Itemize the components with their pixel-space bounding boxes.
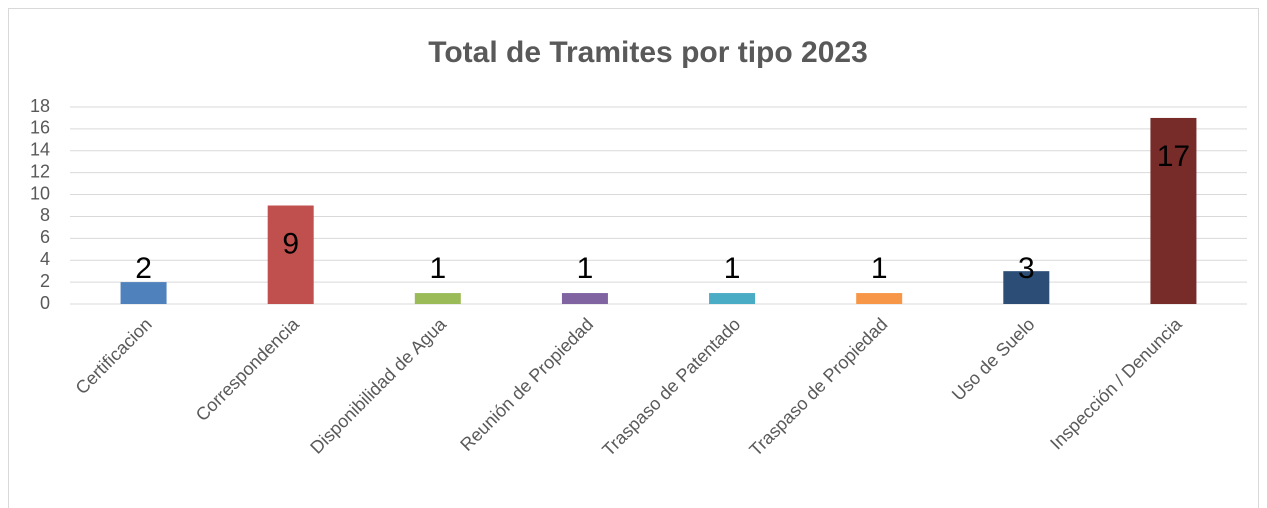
data-label: 1 — [724, 252, 741, 285]
y-tick-label: 4 — [40, 249, 50, 269]
y-tick-label: 6 — [40, 227, 50, 247]
bar — [414, 293, 461, 304]
data-label: 1 — [429, 252, 446, 285]
chart-title: Total de Tramites por tipo 2023 — [428, 36, 868, 69]
bar — [856, 293, 903, 304]
y-tick-label: 18 — [30, 96, 50, 116]
y-tick-label: 2 — [40, 271, 50, 291]
y-tick-label: 16 — [30, 118, 50, 138]
x-tick-label: Uso de Suelo — [948, 314, 1039, 405]
data-label: 2 — [135, 252, 152, 285]
x-tick-label: Reunión de Propiedad — [456, 314, 597, 455]
y-tick-label: 14 — [30, 140, 50, 160]
data-label: 3 — [1018, 252, 1035, 285]
x-tick-label: Traspaso de Propiedad — [745, 314, 891, 460]
bar — [267, 205, 314, 304]
chart-border — [8, 8, 1259, 508]
bar — [1150, 117, 1197, 304]
x-tick-label: Correspondencia — [192, 313, 304, 425]
bar — [709, 293, 756, 304]
data-label: 1 — [871, 252, 888, 285]
x-tick-label: Disponibilidad de Agua — [306, 313, 450, 457]
x-tick-label: Traspaso de Patentado — [598, 314, 744, 460]
data-label: 1 — [577, 252, 594, 285]
x-tick-label: Inspección / Denuncia — [1046, 313, 1186, 453]
bar — [120, 282, 167, 304]
y-tick-label: 0 — [40, 293, 50, 313]
bar — [1003, 271, 1050, 304]
y-tick-label: 12 — [30, 161, 50, 181]
y-tick-label: 10 — [30, 183, 50, 203]
data-label: 9 — [282, 227, 299, 260]
data-label: 17 — [1157, 140, 1190, 173]
x-tick-label: Certificacion — [72, 314, 156, 398]
bar — [561, 293, 608, 304]
y-tick-label: 8 — [40, 205, 50, 225]
